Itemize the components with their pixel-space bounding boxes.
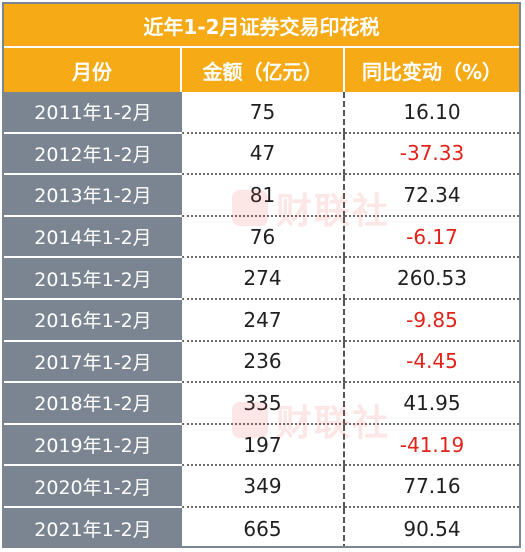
cell-month: 2016年1-2月 [4, 299, 182, 342]
table-body: 2011年1-2月 75 16.10 2012年1-2月 47 -37.33 2013年1-… [4, 92, 519, 546]
table-row: 2013年1-2月 81 72.34 [4, 175, 519, 217]
cell-month: 2011年1-2月 [4, 92, 182, 134]
cell-amount: 75 [182, 92, 345, 134]
table-row: 2019年1-2月 197 -41.19 [4, 424, 519, 467]
cell-month: 2018年1-2月 [4, 383, 182, 425]
cell-yoy: -9.85 [345, 300, 519, 342]
cell-yoy: 77.16 [345, 466, 519, 508]
cell-yoy: -41.19 [345, 425, 519, 467]
table-row: 2018年1-2月 335 41.95 [4, 383, 519, 425]
header-row: 月份 金额（亿元） 同比变动（%） [4, 48, 519, 92]
cell-yoy: -6.17 [345, 217, 519, 259]
cell-month: 2012年1-2月 [4, 133, 182, 176]
header-amount: 金额（亿元） [182, 48, 345, 92]
stamp-duty-table: 近年1-2月证券交易印花税 月份 金额（亿元） 同比变动（%） 2011年1-2… [2, 2, 521, 548]
cell-yoy: 90.54 [403, 516, 461, 541]
cell-amount: 335 [182, 383, 345, 425]
cell-amount: 81 [182, 175, 345, 217]
cell-yoy: 72.34 [345, 175, 519, 217]
cell-month: 2019年1-2月 [4, 424, 182, 467]
cell-amount: 76 [182, 216, 345, 259]
cell-amount: 47 [182, 133, 345, 176]
cell-month: 2014年1-2月 [4, 216, 182, 259]
cell-amount: 665 [182, 507, 345, 546]
table-row: 2016年1-2月 247 -9.85 [4, 299, 519, 342]
cell-amount: 236 [182, 341, 345, 384]
table-row: 2020年1-2月 349 77.16 [4, 466, 519, 508]
cell-month: 2020年1-2月 [4, 466, 182, 508]
cell-amount: 247 [182, 299, 345, 342]
table-row: 2017年1-2月 236 -4.45 [4, 341, 519, 384]
header-month: 月份 [4, 48, 182, 92]
cell-yoy: 16.10 [345, 92, 519, 134]
cell-amount: 197 [182, 424, 345, 467]
cell-month: 2017年1-2月 [4, 341, 182, 384]
table-row: 2011年1-2月 75 16.10 [4, 92, 519, 134]
table-row: 2012年1-2月 47 -37.33 [4, 133, 519, 176]
cell-month: 2015年1-2月 [4, 258, 182, 300]
cell-month: 2021年1-2月 [4, 507, 182, 546]
cell-amount: 349 [182, 466, 345, 508]
cell-yoy: 260.53 [345, 258, 519, 300]
table-row: 2014年1-2月 76 -6.17 [4, 216, 519, 259]
table-row: 2015年1-2月 274 260.53 [4, 258, 519, 300]
cell-amount: 274 [182, 258, 345, 300]
cell-month: 2013年1-2月 [4, 175, 182, 217]
cell-yoy: -4.45 [345, 342, 519, 384]
table-row: 2021年1-2月 665 90.54 [4, 507, 519, 546]
cell-yoy: -37.33 [345, 134, 519, 176]
cell-yoy: 41.95 [345, 383, 519, 425]
header-yoy: 同比变动（%） [361, 59, 503, 84]
table-title: 近年1-2月证券交易印花税 [4, 4, 519, 48]
